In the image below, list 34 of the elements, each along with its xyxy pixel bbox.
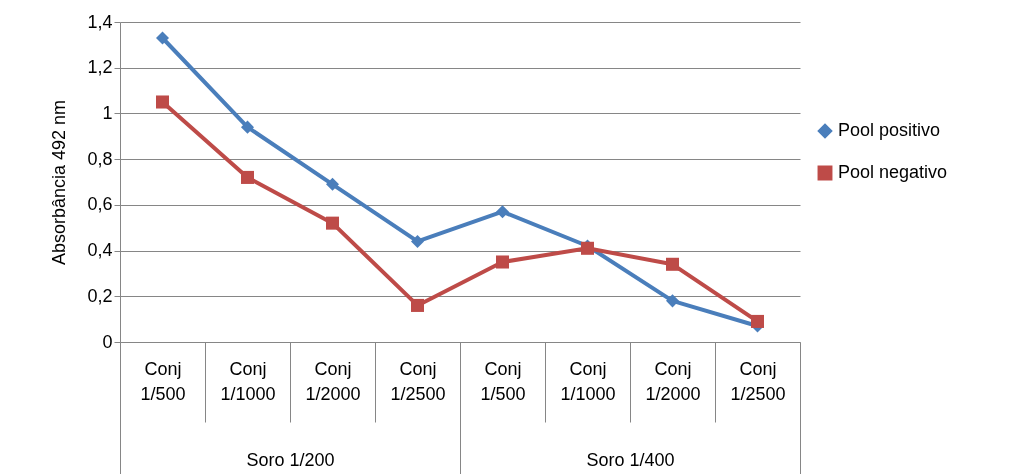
text: Soro 1/200 [120,422,461,474]
point [325,216,340,230]
legend-label: Pool positivo [838,120,941,140]
x-tick-label: Conj 1/500 [480,358,526,404]
point [665,257,680,271]
y-tick-label: 1,2 [87,57,113,78]
x-tick-label: Conj 1/2500 [730,358,786,404]
point [410,298,425,312]
y-axis-title: Absorbância 492 nm [49,99,70,266]
point [155,95,170,109]
y-tick-label: 0,4 [87,240,113,261]
y-tick-label: 1,4 [87,11,113,32]
text: Soro 1/400 [460,422,801,474]
x-tick-label: Conj 1/2000 [305,358,361,404]
legend-label: Pool negativo [838,162,948,182]
point [240,120,255,134]
y-tick-label: 0,6 [87,194,113,215]
point [240,170,255,184]
x-tick-label: Conj 1/2500 [390,358,446,404]
y-tick-label: 0 [102,331,113,352]
y-tick-label: 1 [102,102,113,123]
x-tick-label: Conj 1/1000 [560,358,616,404]
point [410,234,425,248]
point [665,294,680,308]
x-tick-label: Conj 1/1000 [220,358,276,404]
point [750,314,765,328]
point [155,31,170,45]
point [495,205,510,219]
x-tick-label: Conj 1/2000 [645,358,701,404]
x-tick-label: Conj 1/500 [140,358,186,404]
y-tick-label: 0,8 [87,148,113,169]
point [325,177,340,191]
point [495,255,510,269]
y-tick-label: 0,2 [87,285,113,306]
